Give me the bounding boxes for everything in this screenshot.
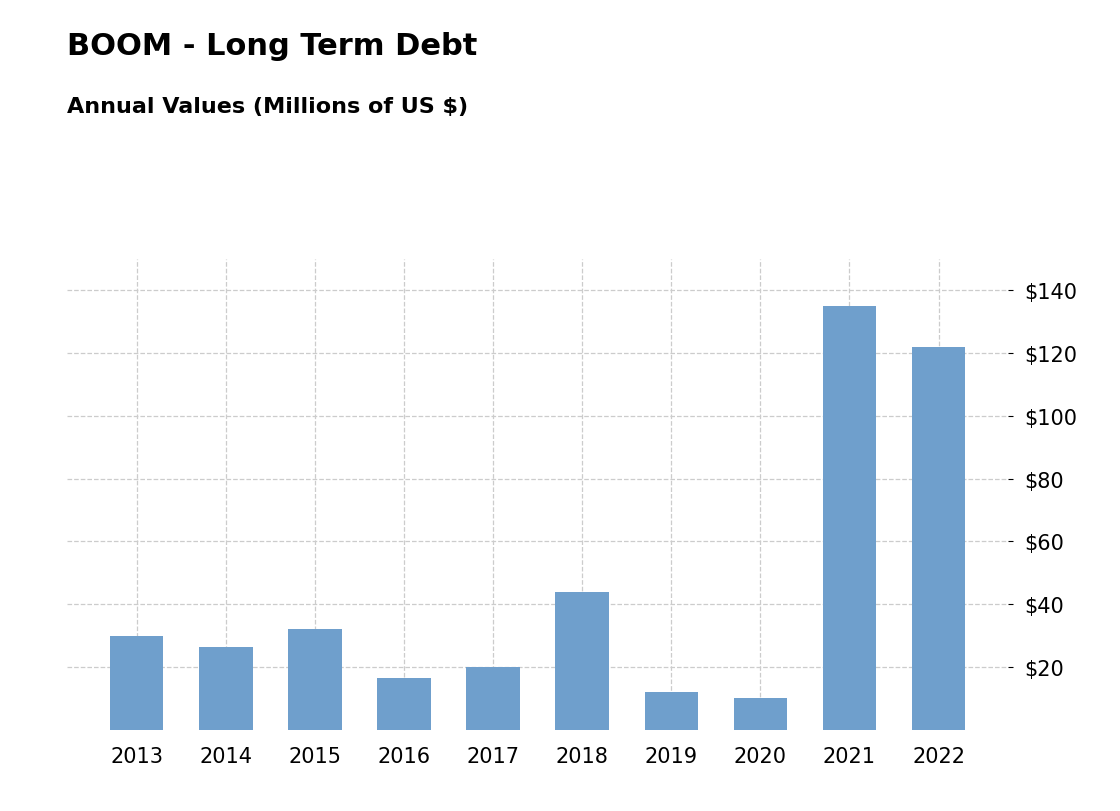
Text: BOOM - Long Term Debt: BOOM - Long Term Debt (67, 32, 477, 62)
Bar (466, 667, 520, 730)
Bar (199, 647, 252, 730)
Bar (912, 347, 965, 730)
Bar (110, 636, 164, 730)
Bar (823, 307, 876, 730)
Bar (556, 592, 609, 730)
Bar (644, 693, 698, 730)
Text: Annual Values (Millions of US $): Annual Values (Millions of US $) (67, 97, 468, 118)
Bar (377, 678, 431, 730)
Bar (288, 629, 342, 730)
Bar (734, 698, 787, 730)
